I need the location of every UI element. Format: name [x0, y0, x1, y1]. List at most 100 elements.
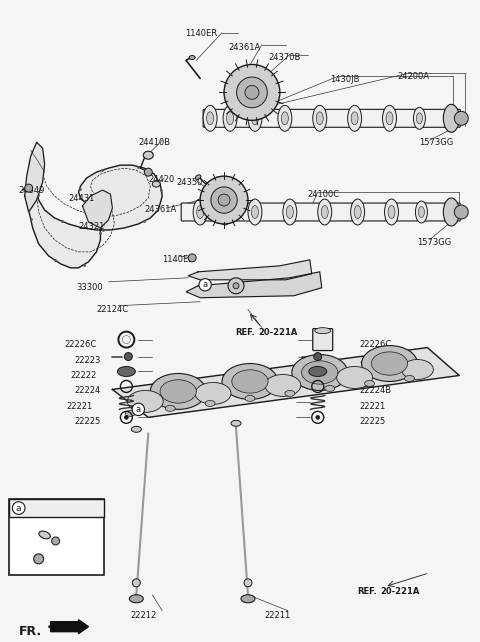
- Ellipse shape: [313, 105, 327, 131]
- Ellipse shape: [444, 198, 459, 226]
- Circle shape: [454, 111, 468, 125]
- FancyArrow shape: [50, 620, 88, 634]
- Text: 22223: 22223: [360, 356, 386, 365]
- Ellipse shape: [351, 112, 358, 125]
- Circle shape: [124, 415, 128, 419]
- Ellipse shape: [415, 201, 427, 223]
- Text: 22224B: 22224B: [360, 386, 392, 395]
- Circle shape: [245, 85, 259, 100]
- Ellipse shape: [301, 361, 338, 384]
- Circle shape: [244, 579, 252, 587]
- Ellipse shape: [354, 205, 361, 218]
- Circle shape: [454, 205, 468, 219]
- FancyBboxPatch shape: [313, 329, 333, 351]
- FancyBboxPatch shape: [181, 203, 460, 221]
- Circle shape: [124, 352, 132, 361]
- Circle shape: [314, 352, 322, 361]
- Circle shape: [144, 168, 152, 176]
- Circle shape: [188, 254, 196, 262]
- Ellipse shape: [203, 105, 217, 131]
- Text: a: a: [16, 503, 22, 512]
- Ellipse shape: [189, 55, 195, 60]
- Circle shape: [24, 184, 33, 192]
- Text: 22221: 22221: [67, 403, 93, 412]
- Text: 24350: 24350: [176, 178, 203, 187]
- Text: 1430JB: 1430JB: [214, 208, 243, 217]
- Text: 22212: 22212: [131, 611, 156, 620]
- Text: 22225: 22225: [360, 417, 386, 426]
- Text: 24431: 24431: [69, 194, 95, 203]
- Ellipse shape: [386, 112, 393, 125]
- Ellipse shape: [248, 105, 262, 131]
- Ellipse shape: [165, 405, 175, 412]
- Text: 24349: 24349: [19, 186, 45, 195]
- Polygon shape: [188, 260, 312, 280]
- Text: 1140EP: 1140EP: [162, 255, 193, 264]
- Ellipse shape: [227, 112, 234, 125]
- Text: 22226C: 22226C: [65, 340, 97, 349]
- Text: 22226C: 22226C: [360, 340, 392, 349]
- Ellipse shape: [413, 107, 425, 129]
- Ellipse shape: [252, 112, 258, 125]
- Circle shape: [52, 537, 60, 545]
- Ellipse shape: [241, 594, 255, 603]
- Polygon shape: [29, 160, 162, 268]
- Ellipse shape: [206, 112, 214, 125]
- Ellipse shape: [152, 181, 160, 187]
- Ellipse shape: [383, 105, 396, 131]
- Ellipse shape: [419, 207, 424, 218]
- Ellipse shape: [318, 199, 332, 225]
- Ellipse shape: [281, 112, 288, 125]
- Ellipse shape: [285, 390, 295, 396]
- Ellipse shape: [388, 205, 395, 218]
- Ellipse shape: [218, 199, 232, 225]
- Ellipse shape: [39, 531, 50, 539]
- Circle shape: [34, 554, 44, 564]
- Text: 24420: 24420: [148, 175, 175, 184]
- Circle shape: [200, 176, 248, 224]
- Ellipse shape: [132, 426, 141, 432]
- Ellipse shape: [160, 380, 196, 403]
- Circle shape: [224, 64, 280, 120]
- Polygon shape: [83, 190, 112, 228]
- Circle shape: [233, 282, 239, 289]
- Ellipse shape: [325, 385, 335, 392]
- Ellipse shape: [365, 381, 374, 386]
- Ellipse shape: [361, 345, 418, 381]
- Ellipse shape: [336, 367, 372, 388]
- Ellipse shape: [283, 199, 297, 225]
- Text: 24410B: 24410B: [138, 138, 170, 147]
- Ellipse shape: [315, 327, 331, 334]
- Text: 24361A: 24361A: [144, 205, 177, 214]
- Ellipse shape: [118, 367, 135, 376]
- Text: 1573GG: 1573GG: [420, 138, 454, 147]
- Polygon shape: [186, 272, 322, 298]
- Text: 22222: 22222: [71, 372, 97, 381]
- Ellipse shape: [129, 594, 144, 603]
- Text: 1140ER: 1140ER: [185, 29, 217, 38]
- Ellipse shape: [125, 410, 135, 417]
- Text: 22211: 22211: [264, 611, 290, 620]
- Ellipse shape: [405, 376, 414, 381]
- Ellipse shape: [144, 152, 153, 159]
- Circle shape: [211, 187, 237, 213]
- Text: 22222: 22222: [360, 372, 386, 381]
- Ellipse shape: [150, 374, 206, 410]
- Ellipse shape: [248, 199, 262, 225]
- Text: 22224: 22224: [74, 386, 101, 395]
- Ellipse shape: [348, 105, 361, 131]
- Ellipse shape: [197, 205, 204, 218]
- Text: 22124C: 22124C: [96, 305, 129, 314]
- Ellipse shape: [193, 199, 207, 225]
- Ellipse shape: [127, 390, 163, 412]
- Text: 1573GG: 1573GG: [418, 238, 452, 247]
- Ellipse shape: [265, 374, 301, 396]
- Polygon shape: [112, 347, 459, 417]
- Circle shape: [132, 579, 140, 587]
- Ellipse shape: [232, 370, 268, 393]
- Ellipse shape: [231, 421, 241, 426]
- Ellipse shape: [222, 363, 278, 399]
- FancyBboxPatch shape: [203, 109, 460, 127]
- Ellipse shape: [321, 205, 328, 218]
- Ellipse shape: [372, 352, 408, 375]
